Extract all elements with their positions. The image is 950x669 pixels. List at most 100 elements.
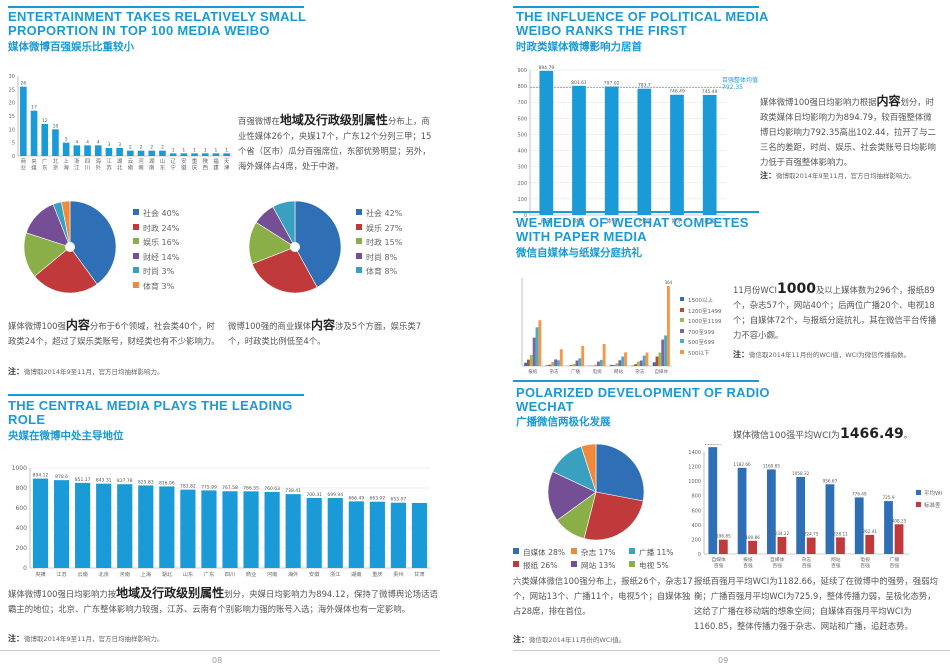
data-label: 228.11 — [833, 531, 848, 536]
y-tick-label: 0 — [12, 154, 15, 160]
bar — [578, 358, 582, 366]
x-tick-label: 网站 — [614, 368, 623, 374]
bar — [634, 364, 637, 366]
x-tick-label: 体育 — [606, 217, 618, 225]
legend-item: 财经 14% — [133, 251, 179, 266]
section5-paragraph-left: 六类媒体微信100强分布上，报纸26个，杂志17个，网站13个、广播11个，电视… — [513, 576, 693, 616]
x-tick-label: 海外 — [288, 570, 299, 578]
x-tick-label: 湖 — [149, 157, 155, 165]
bar — [538, 320, 542, 366]
data-label: 5 — [65, 137, 68, 143]
bar — [105, 148, 113, 156]
bar — [599, 359, 603, 366]
x-tick-label: 央 — [31, 157, 37, 165]
x-tick-label: 百强 — [890, 563, 900, 569]
bar — [621, 356, 625, 366]
legend-item: 报纸 26% — [513, 559, 571, 572]
chart-c6: 0 200 400 600 800 1000 1200 1400 1466.49 196.85 自媒… — [688, 444, 942, 569]
footer-rule — [0, 650, 440, 651]
legend-swatch — [133, 281, 139, 288]
data-label: 956.67 — [823, 478, 838, 483]
legend-swatch — [356, 209, 362, 215]
y-tick-label: 600 — [517, 116, 527, 122]
section3-title-cn: 时政类媒体微博影响力居首 — [516, 41, 642, 53]
footer-rule — [513, 650, 950, 651]
x-tick-label: 央媒 — [35, 570, 46, 578]
data-label: 837.78 — [117, 478, 133, 484]
chart-c3: 0 100 200 300 400 500 600 700 800 900 894.79 时政 801.… — [517, 65, 726, 225]
data-label: 1 — [182, 147, 185, 153]
data-label: 746.49 — [669, 89, 685, 95]
pie-slice — [595, 443, 645, 502]
x-tick-label: 广东 — [204, 570, 215, 578]
x-tick-label: 徽 — [181, 164, 187, 172]
data-label: 4 — [86, 139, 89, 145]
data-label: 878.6 — [55, 474, 68, 480]
data-label: 760.63 — [264, 486, 280, 492]
legend-item: 时政 24% — [133, 222, 179, 237]
x-tick-label: 上海 — [140, 570, 151, 578]
bar — [411, 503, 428, 568]
avg-annotation: 百强整体均值 792.35 — [722, 77, 759, 91]
x-tick-label: 商 — [21, 157, 27, 165]
data-label: 894.79 — [538, 65, 554, 71]
data-label: 825.83 — [138, 479, 154, 485]
legend-swatch — [356, 238, 362, 244]
legend-label: 平均WCI — [924, 489, 942, 497]
bar — [180, 489, 196, 568]
data-label: 180.86 — [745, 535, 760, 540]
section1-title-cn: 媒体微博百强娱乐比重较小 — [8, 41, 134, 53]
pie-slice — [547, 471, 597, 521]
legend-item: 社会 42% — [356, 207, 402, 222]
chart-c1: 05101520253026商业17央媒12广东10北京5上海4浙江4四川4海外… — [9, 74, 232, 172]
legend-swatch — [356, 223, 362, 230]
bar — [658, 352, 662, 366]
bar — [348, 501, 364, 568]
x-tick-label: 自媒体 — [655, 368, 669, 374]
x-tick-label: 自媒体 — [711, 556, 726, 563]
x-tick-label: 百强 — [802, 563, 812, 569]
bar — [32, 478, 49, 568]
data-label: 4 — [75, 139, 78, 145]
bar — [524, 362, 527, 366]
pie-chart-1 — [23, 200, 117, 294]
x-tick-label: 云 — [128, 158, 134, 165]
data-label: 653.07 — [391, 497, 407, 503]
x-tick-label: 四 — [85, 158, 91, 165]
bar — [836, 537, 845, 554]
legend-item: 电视 5% — [629, 559, 687, 572]
x-tick-label: 百强 — [860, 563, 870, 569]
bar — [737, 467, 747, 554]
bar — [581, 345, 585, 366]
legend-item: 1000至1199 — [680, 317, 722, 328]
data-label: 224.75 — [804, 532, 819, 537]
legend-item: 时尚 8% — [356, 251, 402, 266]
legend-swatch — [133, 267, 139, 273]
x-tick-label: 津 — [224, 165, 230, 172]
bar — [169, 153, 177, 156]
legend-item: 时政 15% — [356, 236, 402, 251]
bar — [545, 365, 549, 366]
section1-paragraph: 百强微博在地域及行政级别属性分布上，商业性媒体26个，央媒17个，广东12个分列… — [238, 113, 432, 171]
section1-title-en: ENTERTAINMENT TAKES RELATIVELY SMALL PRO… — [8, 9, 307, 38]
bar — [702, 94, 717, 215]
x-tick-label: 山东 — [183, 570, 194, 578]
x-tick-label: 南 — [149, 164, 155, 172]
x-tick-label: 海 — [63, 164, 69, 172]
pie-chart-3 — [547, 443, 645, 541]
bar — [612, 365, 616, 366]
legend-item: 娱乐 27% — [356, 222, 402, 237]
x-tick-label: 江 — [106, 158, 112, 165]
section2-note: 注：微博取2014年9至11月，官方日均抽样影响力。 — [8, 634, 164, 643]
bar — [548, 364, 552, 366]
y-tick-label: 0 — [23, 565, 27, 572]
top-rule — [8, 6, 304, 8]
data-label: 894.12 — [33, 473, 49, 479]
bar — [551, 362, 555, 366]
pie2-paragraph: 微博100强的商业媒体内容涉及5个方面，娱乐类7个，时政类比例低至4个。 — [228, 318, 422, 346]
data-label: 196.85 — [716, 534, 731, 539]
section5-title-en: POLARIZED DEVELOPMENT OF RADIO WECHAT — [516, 385, 770, 414]
data-label: 1058.32 — [792, 471, 810, 476]
bar — [609, 364, 613, 366]
bar — [708, 447, 718, 554]
